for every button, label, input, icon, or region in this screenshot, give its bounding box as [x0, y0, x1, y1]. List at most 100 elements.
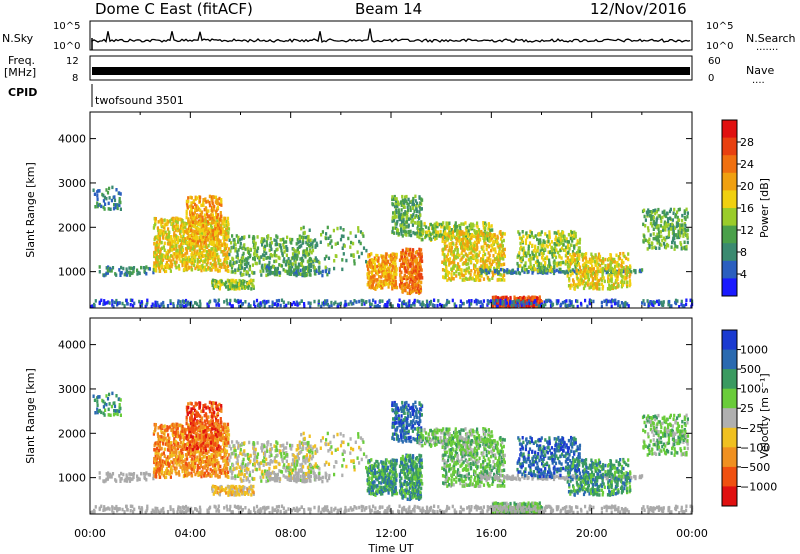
power-cell: [275, 239, 278, 243]
power-cell: [165, 261, 168, 265]
power-cell: [629, 270, 632, 275]
power-cell: [486, 258, 489, 263]
power-cell: [181, 258, 185, 262]
power-cell: [198, 223, 201, 227]
power-cell: [184, 252, 187, 256]
power-cell: [392, 273, 395, 278]
power-cell: [182, 223, 185, 227]
velocity-cell: [148, 473, 151, 477]
power-cell: [540, 300, 543, 304]
power-cell: [213, 219, 216, 223]
power-cell: [320, 233, 323, 237]
velocity-cell: [111, 391, 114, 396]
power-cell: [508, 299, 511, 303]
power-cell: [419, 252, 422, 257]
power-cell: [467, 246, 470, 251]
power-cell: [214, 281, 217, 286]
power-cell: [156, 226, 159, 230]
power-cell: [402, 288, 405, 293]
power-cell: [199, 258, 202, 262]
power-cell: [584, 261, 587, 266]
power-cell: [132, 269, 135, 274]
power-cell: [493, 295, 496, 300]
power-cell: [422, 303, 425, 307]
power-cell: [184, 225, 187, 230]
power-cell: [534, 251, 537, 255]
power-cell: [481, 257, 485, 261]
power-cell: [662, 228, 665, 232]
power-cell: [405, 269, 408, 273]
power-cell: [475, 252, 478, 257]
power-cell: [194, 195, 197, 200]
power-cell: [524, 261, 527, 265]
power-cell: [429, 232, 432, 237]
power-cell: [219, 230, 222, 234]
power-cell: [456, 250, 459, 255]
power-cell: [320, 304, 323, 309]
power-cell: [209, 261, 212, 266]
power-cell: [398, 298, 401, 302]
power-cell: [454, 227, 457, 232]
power-cell: [237, 298, 240, 303]
power-cell: [234, 260, 237, 265]
power-cell: [106, 191, 110, 195]
power-cell: [379, 286, 383, 290]
power-cell: [282, 237, 285, 242]
power-cell: [613, 260, 617, 264]
power-cell: [216, 284, 219, 289]
power-cell: [208, 194, 211, 199]
power-cell: [324, 269, 327, 273]
power-cell: [377, 256, 380, 260]
power-cell: [628, 275, 631, 279]
velocity-cell: [118, 403, 121, 407]
power-cell: [418, 195, 421, 199]
cpid-panel: CPID twofsound 3501: [8, 84, 184, 107]
power-cell: [180, 247, 183, 252]
power-cell: [217, 298, 220, 302]
power-cell: [493, 235, 496, 239]
power-cell: [174, 263, 177, 268]
power-cell: [278, 273, 281, 277]
power-cell: [407, 217, 410, 221]
power-cell: [462, 236, 465, 240]
power-cell: [475, 242, 479, 247]
power-cell: [222, 221, 225, 226]
power-cell: [412, 205, 415, 210]
power-cell: [416, 209, 419, 214]
power-cell: [400, 270, 403, 274]
power-cell: [307, 237, 310, 241]
power-cell: [587, 279, 590, 284]
power-cell: [309, 268, 312, 273]
velocity-cell: [157, 455, 161, 460]
power-cell: [309, 249, 312, 253]
power-cell: [211, 201, 214, 206]
power-cell: [409, 229, 412, 234]
power-cell: [193, 229, 196, 234]
power-cell: [593, 271, 596, 276]
power-cell: [539, 238, 542, 242]
power-cell: [107, 267, 110, 271]
power-cell: [608, 279, 611, 283]
power-cell: [385, 258, 388, 263]
power-cell: [521, 257, 524, 262]
power-cell: [236, 284, 239, 288]
power-cell: [484, 221, 487, 225]
power-cell: [502, 257, 505, 261]
power-cell: [591, 259, 594, 263]
power-cell: [175, 225, 178, 229]
power-cell: [294, 249, 297, 253]
power-cell: [476, 259, 479, 263]
power-cell: [97, 189, 100, 193]
power-cell: [482, 223, 485, 227]
power-cell: [341, 258, 344, 262]
power-cell: [303, 273, 306, 278]
velocity-cell: [119, 477, 122, 481]
velocity-cell: [155, 466, 158, 470]
power-cell: [414, 199, 417, 203]
power-cell: [455, 255, 458, 259]
power-cell: [216, 252, 219, 257]
power-cell: [176, 216, 179, 221]
power-cell: [131, 298, 134, 303]
power-cell: [661, 225, 665, 230]
power-cell: [369, 304, 372, 309]
